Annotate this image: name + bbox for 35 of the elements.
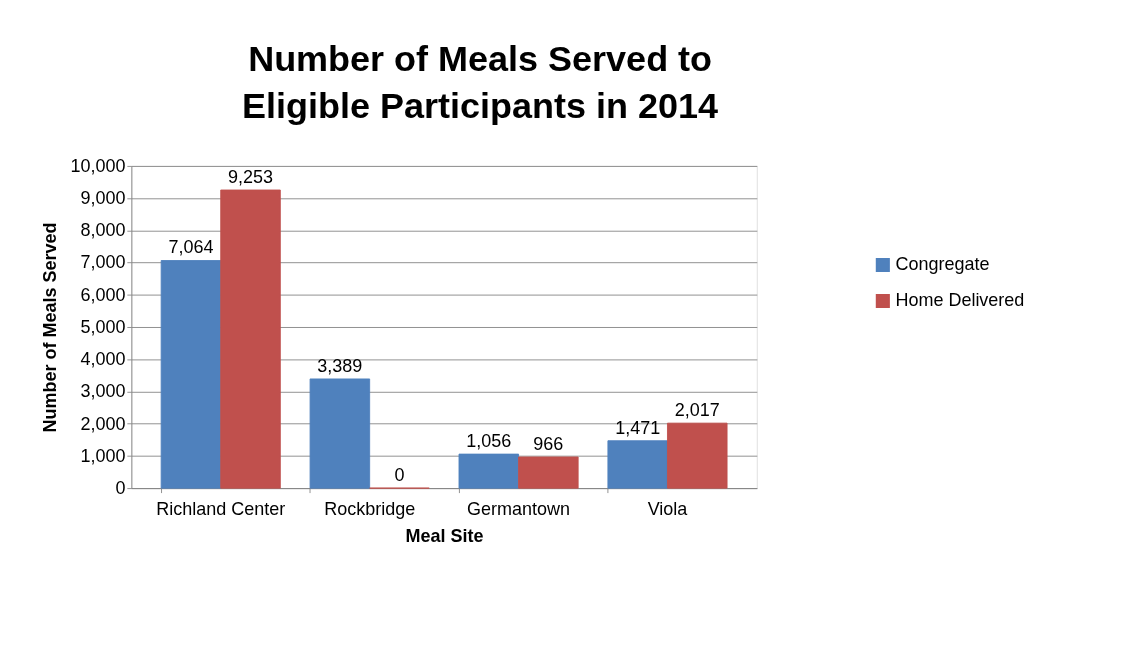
y-axis-title: Number of Meals Served (40, 222, 61, 433)
y-tick-label: 3,000 (80, 381, 126, 402)
y-tick-label: 5,000 (80, 316, 126, 337)
bar (160, 260, 222, 489)
chart-title: Number of Meals Served to Eligible Participants in 2014 (242, 38, 719, 127)
data-label: 3,389 (317, 355, 363, 376)
data-label: 2,017 (674, 399, 720, 420)
x-tick-label: Germantown (467, 498, 571, 519)
bar (458, 453, 520, 489)
x-tick-label: Richland Center (156, 498, 286, 519)
y-tick-label: 8,000 (80, 220, 126, 241)
bar (518, 456, 579, 489)
y-tick-label: 10,000 (70, 155, 126, 176)
legend-label: Congregate (895, 254, 990, 275)
legend-label: Home Delivered (895, 290, 1025, 311)
bar (309, 378, 371, 489)
y-tick-label: 7,000 (80, 252, 126, 273)
data-label: 7,064 (168, 237, 214, 258)
data-label: 1,471 (615, 417, 661, 438)
data-label: 9,253 (228, 166, 274, 187)
x-axis-title: Meal Site (405, 525, 484, 546)
y-tick-label: 2,000 (80, 413, 126, 434)
bar (607, 440, 668, 489)
y-tick-label: 0 (115, 477, 126, 498)
x-tick-label: Rockbridge (324, 498, 416, 519)
data-label: 1,056 (466, 430, 512, 451)
y-tick-label: 9,000 (80, 188, 126, 209)
data-label: 966 (533, 433, 564, 454)
y-tick-label: 4,000 (80, 349, 126, 370)
bar (667, 422, 728, 489)
bar (220, 189, 281, 489)
x-tick-label: Viola (647, 498, 688, 519)
y-tick-label: 1,000 (80, 445, 126, 466)
data-label: 0 (394, 464, 405, 485)
y-tick-label: 6,000 (80, 284, 126, 305)
